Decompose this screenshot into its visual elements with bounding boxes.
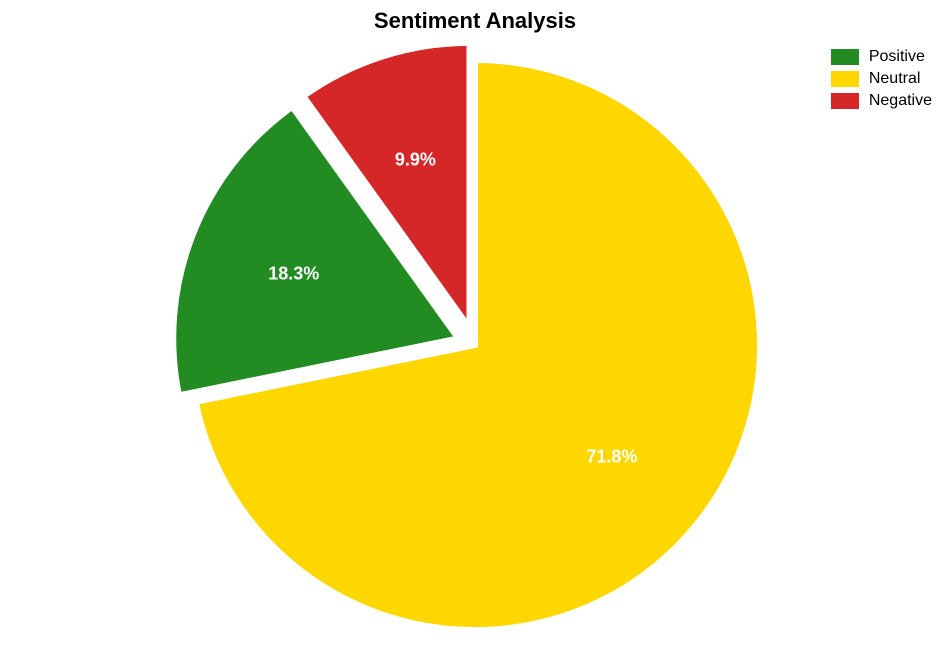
legend-swatch	[831, 93, 859, 109]
legend-item-negative: Negative	[831, 92, 932, 110]
slice-label-neutral: 71.8%	[586, 446, 637, 467]
legend-label: Positive	[869, 48, 925, 66]
pie-svg	[0, 0, 950, 662]
slice-label-negative: 9.9%	[395, 149, 436, 170]
legend-label: Neutral	[869, 70, 921, 88]
legend-item-positive: Positive	[831, 48, 932, 66]
legend-item-neutral: Neutral	[831, 70, 932, 88]
legend: Positive Neutral Negative	[831, 48, 932, 114]
pie-chart: 71.8% 18.3% 9.9%	[0, 0, 950, 662]
legend-label: Negative	[869, 92, 932, 110]
slice-label-positive: 18.3%	[268, 263, 319, 284]
legend-swatch	[831, 71, 859, 87]
legend-swatch	[831, 49, 859, 65]
